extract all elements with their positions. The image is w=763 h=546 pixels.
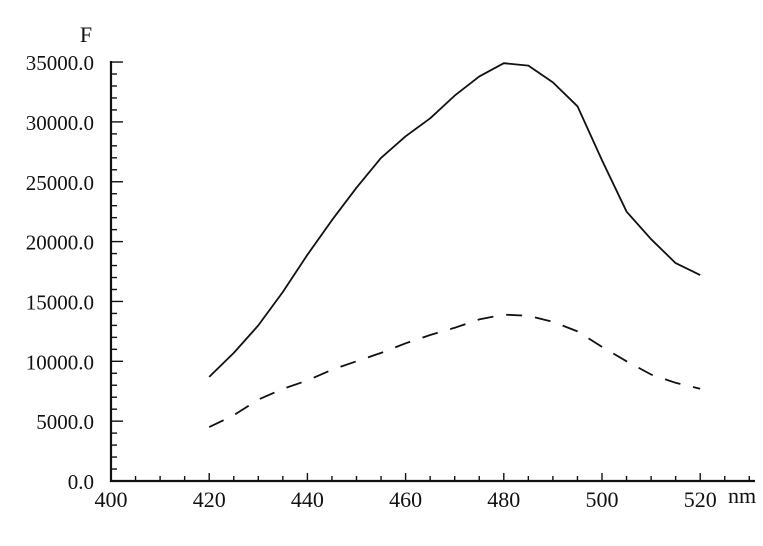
- y-tick-label: 20000.0: [26, 231, 94, 255]
- y-tick-label: 35000.0: [26, 51, 94, 75]
- y-tick-label: 10000.0: [26, 350, 94, 374]
- y-axis-title: F: [80, 22, 92, 47]
- y-axis: 0.0 5000.0 10000.0 15000.0 20000.0 25000.0 300…: [26, 51, 123, 494]
- series-layer: [208, 62, 701, 428]
- x-tick-label: 400: [95, 487, 128, 512]
- y-tick-label: 15000.0: [26, 290, 94, 314]
- y-tick-label: 5000.0: [36, 410, 94, 434]
- y-tick-label: 30000.0: [26, 111, 94, 135]
- series-solid-line: [208, 62, 701, 378]
- x-tick-label: 520: [684, 487, 717, 512]
- series-dashed-line: [208, 313, 701, 428]
- x-axis: 400 420 440 460 480 500 520: [95, 473, 755, 512]
- x-tick-label: 480: [487, 487, 520, 512]
- y-tick-label: 25000.0: [26, 171, 94, 195]
- x-axis-title: nm: [728, 483, 756, 508]
- x-tick-label: 420: [193, 487, 226, 512]
- y-tick-label: 0.0: [68, 470, 94, 494]
- x-tick-label: 500: [586, 487, 619, 512]
- x-tick-label: 440: [291, 487, 324, 512]
- x-tick-label: 460: [389, 487, 422, 512]
